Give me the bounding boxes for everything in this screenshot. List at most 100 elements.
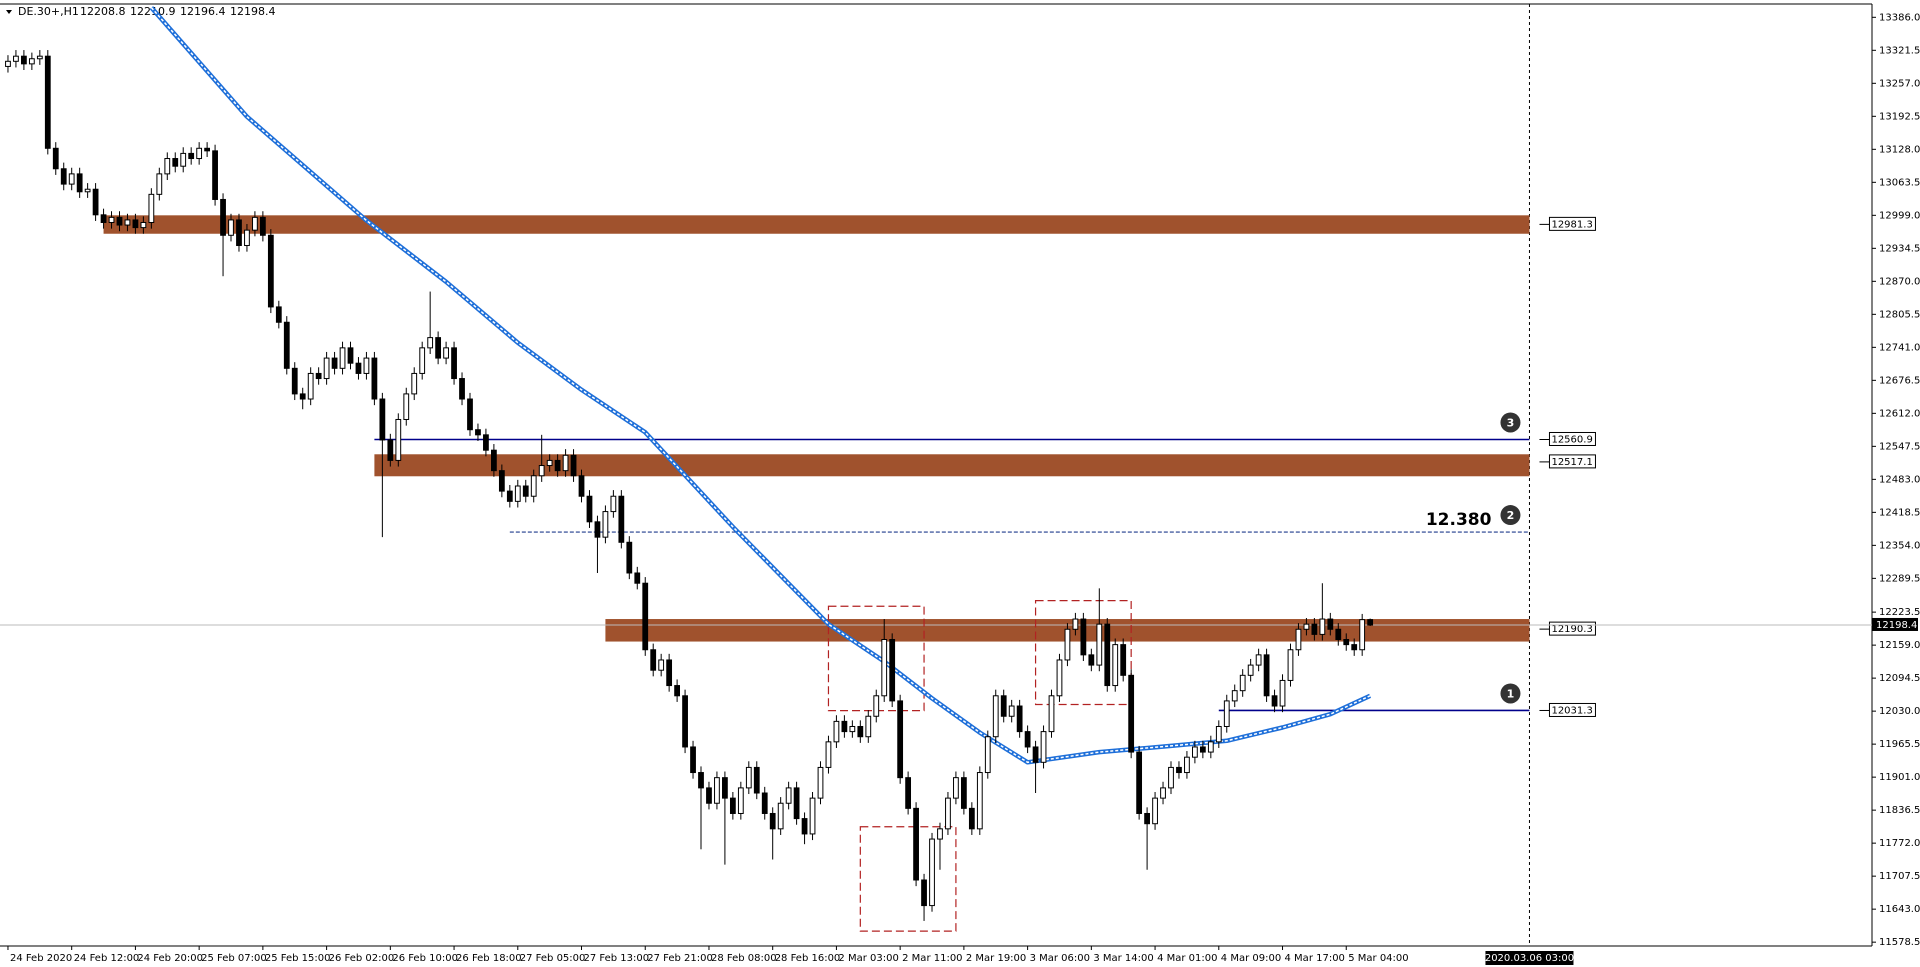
candle-body	[530, 475, 537, 497]
candle-body	[467, 398, 473, 431]
zone-band	[374, 454, 1530, 477]
candle-body	[785, 787, 792, 804]
candle-body	[403, 393, 410, 420]
candle-body	[307, 372, 314, 400]
y-tick-label: 13321.5	[1879, 45, 1920, 56]
candle-body	[793, 787, 800, 820]
candle-body	[339, 347, 346, 369]
x-tick-label: 24 Feb 20:00	[137, 953, 203, 964]
candle-body	[1327, 618, 1334, 630]
menu-arrow[interactable]	[6, 10, 12, 14]
candle-body	[76, 173, 83, 193]
candle-body	[1104, 623, 1111, 687]
candle-body	[180, 152, 187, 167]
candle-body	[976, 772, 983, 830]
y-tick-label: 13063.5	[1879, 177, 1920, 188]
candle-body	[801, 818, 808, 835]
candle-body	[658, 659, 665, 671]
candle-body	[1000, 695, 1007, 717]
candle-body	[196, 147, 203, 160]
y-tick-label: 12805.5	[1879, 309, 1920, 320]
candle-body	[626, 541, 633, 574]
candle-body	[188, 152, 195, 160]
candle-body	[913, 807, 919, 881]
candle-body	[291, 367, 298, 395]
candle-body	[1303, 623, 1310, 630]
candle-body	[1247, 664, 1254, 676]
candle-body	[475, 429, 481, 436]
candle-body	[737, 787, 744, 814]
candle-body	[1040, 731, 1047, 763]
candle-body	[1032, 746, 1039, 763]
candle-body	[857, 725, 864, 738]
candle-body	[777, 802, 784, 830]
candle-body	[1295, 628, 1302, 651]
candle-body	[745, 766, 752, 789]
candle-body	[554, 459, 561, 472]
candle-body	[1335, 628, 1342, 641]
candle-body	[483, 434, 489, 451]
candle-body	[299, 393, 306, 400]
candle-body	[506, 490, 513, 502]
candle-body	[881, 639, 888, 697]
candle-body	[897, 700, 904, 779]
candle-body	[116, 216, 123, 226]
header-close: 12198.4	[230, 5, 276, 18]
candle-body	[586, 495, 593, 523]
candle-body	[714, 777, 720, 804]
marker-label: 1	[1507, 687, 1515, 700]
x-tick-label: 28 Feb 16:00	[775, 953, 841, 964]
x-tick-label: 4 Mar 01:00	[1157, 953, 1217, 964]
candle-body	[148, 193, 155, 223]
candle-body	[395, 418, 402, 461]
y-tick-label: 12999.0	[1879, 210, 1920, 221]
candle-body	[921, 879, 927, 907]
candle-body	[817, 766, 824, 799]
candle-body	[36, 55, 43, 60]
candle-body	[761, 792, 768, 814]
candle-body	[331, 357, 338, 369]
cursor-label: 2020.03.06 03:00	[1485, 953, 1574, 964]
x-tick-label: 26 Feb 02:00	[329, 953, 395, 964]
pattern-box	[1034, 600, 1132, 706]
y-tick-label: 11772.0	[1879, 838, 1920, 849]
y-tick-label: 12159.0	[1879, 640, 1920, 651]
candle-body	[594, 521, 601, 538]
candle-body	[459, 378, 465, 400]
price-label-bg	[1872, 617, 1918, 631]
level-label-box	[1548, 431, 1596, 446]
candle-body	[236, 219, 242, 247]
x-tick-label: 24 Feb 12:00	[74, 953, 140, 964]
candle-body	[1112, 644, 1119, 687]
candle-body	[156, 173, 163, 195]
candle-body	[514, 485, 521, 502]
marker-circle	[1500, 683, 1521, 704]
x-tick-label: 4 Mar 09:00	[1221, 953, 1281, 964]
candle-body	[355, 362, 362, 374]
candle-body	[1016, 705, 1023, 733]
candle-body	[435, 337, 442, 359]
candle-body	[379, 398, 386, 441]
candle-body	[204, 147, 211, 152]
candle-body	[387, 439, 394, 461]
candle-body	[1184, 756, 1190, 774]
y-tick-label: 12418.5	[1879, 507, 1920, 518]
marker-label: 3	[1507, 416, 1515, 429]
candle-body	[666, 659, 673, 687]
x-tick-label: 4 Mar 17:00	[1285, 953, 1345, 964]
candle-body	[1064, 628, 1071, 661]
candle-body	[1160, 787, 1166, 799]
zone-band	[103, 215, 1530, 234]
candle-body	[108, 216, 115, 223]
marker-label: 2	[1507, 509, 1515, 522]
level-label: 12031.3	[1551, 705, 1592, 716]
level-label: 12190.3	[1551, 624, 1592, 635]
x-tick-label: 27 Feb 21:00	[647, 953, 713, 964]
candle-body	[1192, 746, 1198, 758]
y-tick-label: 12547.5	[1879, 441, 1920, 452]
candle-body	[674, 685, 680, 697]
x-tick-label: 3 Mar 14:00	[1093, 953, 1153, 964]
candle-body	[722, 777, 728, 799]
candle-body	[228, 219, 234, 236]
target-label: 12.380	[1426, 510, 1492, 530]
